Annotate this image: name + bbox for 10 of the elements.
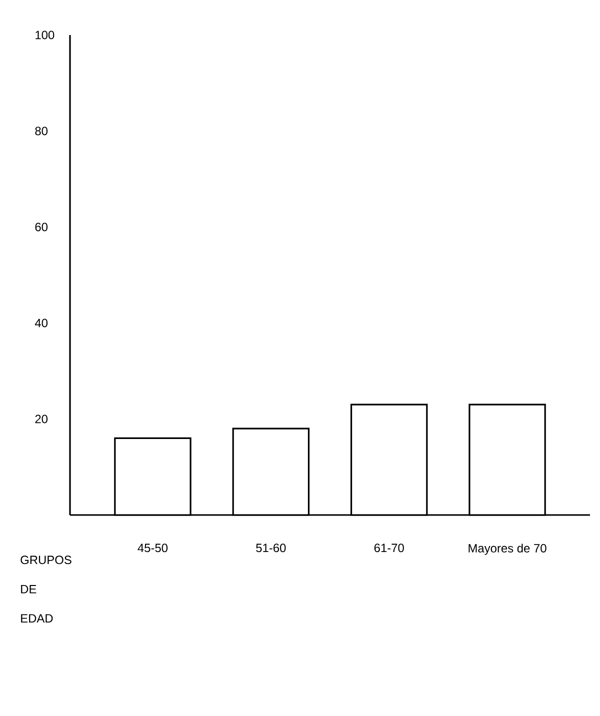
x-tick-label: Mayores de 70 — [468, 544, 546, 555]
y-tick-label: 100 — [36, 30, 54, 40]
y-tick-label: 20 — [35, 414, 48, 424]
y-tick-label: 60 — [35, 222, 48, 232]
x-tick-label: 51-60 — [256, 544, 286, 552]
x-tick-label: 61-70 — [374, 544, 404, 552]
y-tick-label: 40 — [34, 318, 48, 328]
x-tick-label: 45-50 — [138, 544, 168, 552]
text: GRUPOS DE EDAD — [20, 556, 72, 622]
y-tick-label: 80 — [35, 126, 48, 136]
